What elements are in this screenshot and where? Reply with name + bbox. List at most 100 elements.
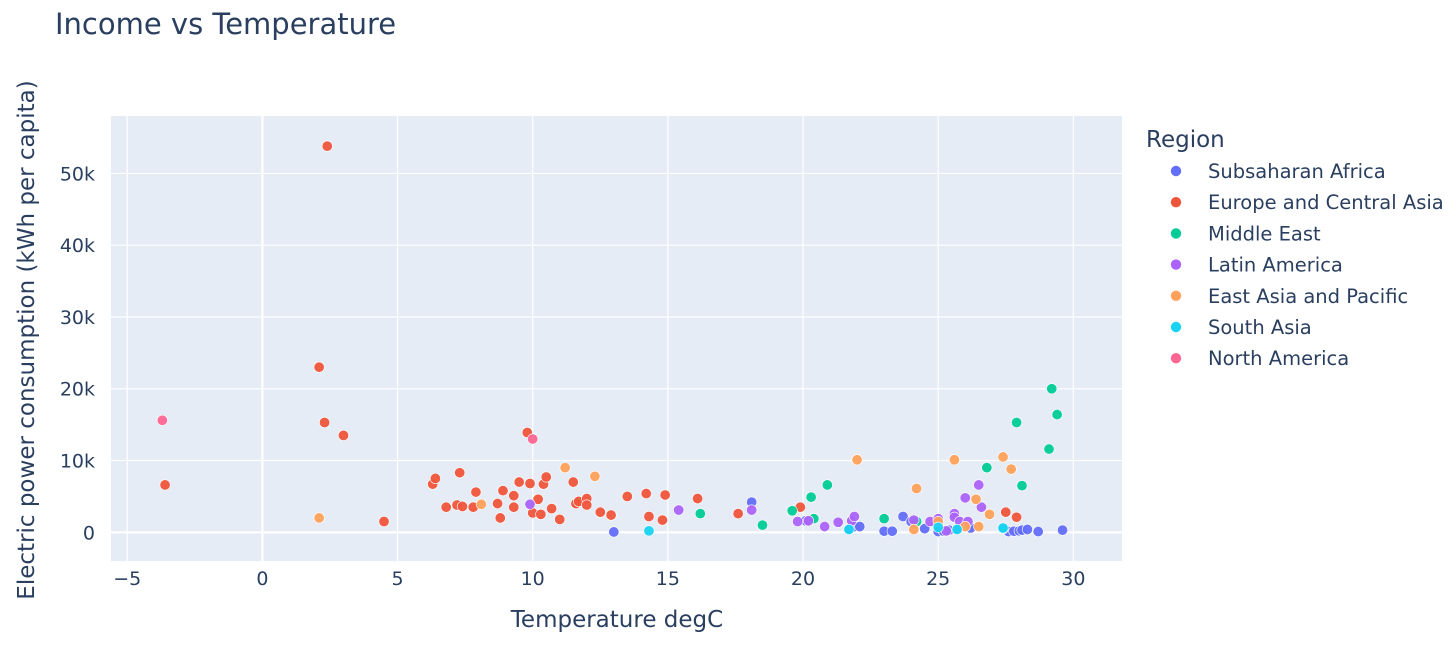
data-point[interactable] bbox=[1000, 506, 1012, 518]
data-point[interactable] bbox=[659, 489, 671, 501]
data-point[interactable] bbox=[608, 526, 620, 538]
data-point[interactable] bbox=[732, 508, 744, 520]
data-point[interactable] bbox=[819, 521, 831, 533]
x-tick-label: 10 bbox=[521, 568, 545, 590]
data-point[interactable] bbox=[581, 499, 593, 511]
data-point[interactable] bbox=[492, 498, 504, 510]
legend-item[interactable]: North America bbox=[1170, 347, 1349, 370]
data-point[interactable] bbox=[973, 521, 985, 533]
data-point[interactable] bbox=[513, 476, 525, 488]
data-point[interactable] bbox=[821, 479, 833, 491]
data-point[interactable] bbox=[524, 498, 536, 510]
data-point[interactable] bbox=[535, 508, 547, 520]
data-point[interactable] bbox=[594, 506, 606, 518]
data-point[interactable] bbox=[1032, 526, 1044, 538]
data-point[interactable] bbox=[1021, 523, 1033, 535]
data-point[interactable] bbox=[454, 467, 466, 479]
data-point[interactable] bbox=[159, 479, 171, 491]
data-point[interactable] bbox=[656, 514, 668, 526]
data-point[interactable] bbox=[843, 523, 855, 535]
data-point[interactable] bbox=[1051, 409, 1063, 421]
legend-item[interactable]: Subsaharan Africa bbox=[1170, 160, 1386, 183]
data-point[interactable] bbox=[470, 486, 482, 498]
data-point[interactable] bbox=[497, 485, 509, 497]
data-point[interactable] bbox=[948, 454, 960, 466]
data-point[interactable] bbox=[786, 505, 798, 517]
data-point[interactable] bbox=[313, 361, 325, 373]
data-point[interactable] bbox=[440, 501, 452, 513]
data-point[interactable] bbox=[746, 504, 758, 516]
data-point[interactable] bbox=[1011, 416, 1023, 428]
data-point[interactable] bbox=[973, 479, 985, 491]
data-point[interactable] bbox=[643, 510, 655, 522]
data-point[interactable] bbox=[643, 525, 655, 537]
data-point[interactable] bbox=[640, 488, 652, 500]
data-point[interactable] bbox=[756, 519, 768, 531]
data-point[interactable] bbox=[951, 523, 963, 535]
data-point[interactable] bbox=[621, 490, 633, 502]
data-point[interactable] bbox=[851, 454, 863, 466]
data-point[interactable] bbox=[997, 522, 1009, 534]
data-point[interactable] bbox=[456, 500, 468, 512]
data-point[interactable] bbox=[321, 140, 333, 152]
data-point[interactable] bbox=[540, 471, 552, 483]
data-point[interactable] bbox=[1046, 383, 1058, 395]
data-point[interactable] bbox=[970, 493, 982, 505]
data-point[interactable] bbox=[981, 462, 993, 474]
data-point[interactable] bbox=[559, 462, 571, 474]
data-point[interactable] bbox=[802, 515, 814, 527]
data-point[interactable] bbox=[854, 521, 866, 533]
data-point[interactable] bbox=[997, 451, 1009, 463]
data-point[interactable] bbox=[319, 416, 331, 428]
data-point[interactable] bbox=[605, 509, 617, 521]
data-point[interactable] bbox=[932, 521, 944, 533]
data-point[interactable] bbox=[673, 504, 685, 516]
legend-item[interactable]: Middle East bbox=[1170, 222, 1321, 245]
legend-item[interactable]: East Asia and Pacific bbox=[1170, 285, 1408, 308]
data-point[interactable] bbox=[1057, 524, 1069, 536]
data-point[interactable] bbox=[1005, 463, 1017, 475]
data-point[interactable] bbox=[1011, 511, 1023, 523]
data-point[interactable] bbox=[313, 512, 325, 524]
legend-item[interactable]: Europe and Central Asia bbox=[1170, 191, 1444, 214]
legend-item[interactable]: South Asia bbox=[1170, 316, 1312, 339]
data-point[interactable] bbox=[897, 510, 909, 522]
data-point[interactable] bbox=[567, 476, 579, 488]
data-point[interactable] bbox=[508, 490, 520, 502]
data-point[interactable] bbox=[848, 510, 860, 522]
data-point[interactable] bbox=[524, 477, 536, 489]
data-point[interactable] bbox=[156, 414, 168, 426]
data-point[interactable] bbox=[337, 429, 349, 441]
data-point[interactable] bbox=[589, 470, 601, 482]
data-point[interactable] bbox=[911, 483, 923, 495]
data-point[interactable] bbox=[832, 516, 844, 528]
x-tick-label: −5 bbox=[113, 568, 141, 590]
data-point[interactable] bbox=[494, 512, 506, 524]
data-point[interactable] bbox=[508, 501, 520, 513]
data-point[interactable] bbox=[908, 514, 920, 526]
data-point[interactable] bbox=[886, 525, 898, 537]
legend-marker bbox=[1170, 197, 1182, 208]
data-point[interactable] bbox=[805, 491, 817, 503]
data-point[interactable] bbox=[532, 493, 544, 505]
data-point[interactable] bbox=[975, 501, 987, 513]
data-point[interactable] bbox=[1043, 443, 1055, 455]
data-point[interactable] bbox=[1016, 480, 1028, 492]
data-point[interactable] bbox=[554, 513, 566, 525]
data-point[interactable] bbox=[959, 492, 971, 504]
data-point[interactable] bbox=[694, 508, 706, 520]
data-point[interactable] bbox=[527, 433, 539, 445]
legend-item[interactable]: Latin America bbox=[1170, 254, 1343, 277]
data-point[interactable] bbox=[908, 523, 920, 535]
axis-ticks: −5 0 5 10 15 20 25 30 0 10k 20k 30k 40k 50k bbox=[60, 163, 1086, 590]
data-point[interactable] bbox=[692, 493, 704, 505]
x-tick-label: 15 bbox=[656, 568, 680, 590]
data-point[interactable] bbox=[546, 503, 558, 515]
data-point[interactable] bbox=[475, 498, 487, 510]
data-point[interactable] bbox=[429, 472, 441, 484]
data-point[interactable] bbox=[878, 513, 890, 525]
data-point[interactable] bbox=[984, 508, 996, 520]
data-point[interactable] bbox=[792, 516, 804, 528]
data-point[interactable] bbox=[378, 516, 390, 528]
